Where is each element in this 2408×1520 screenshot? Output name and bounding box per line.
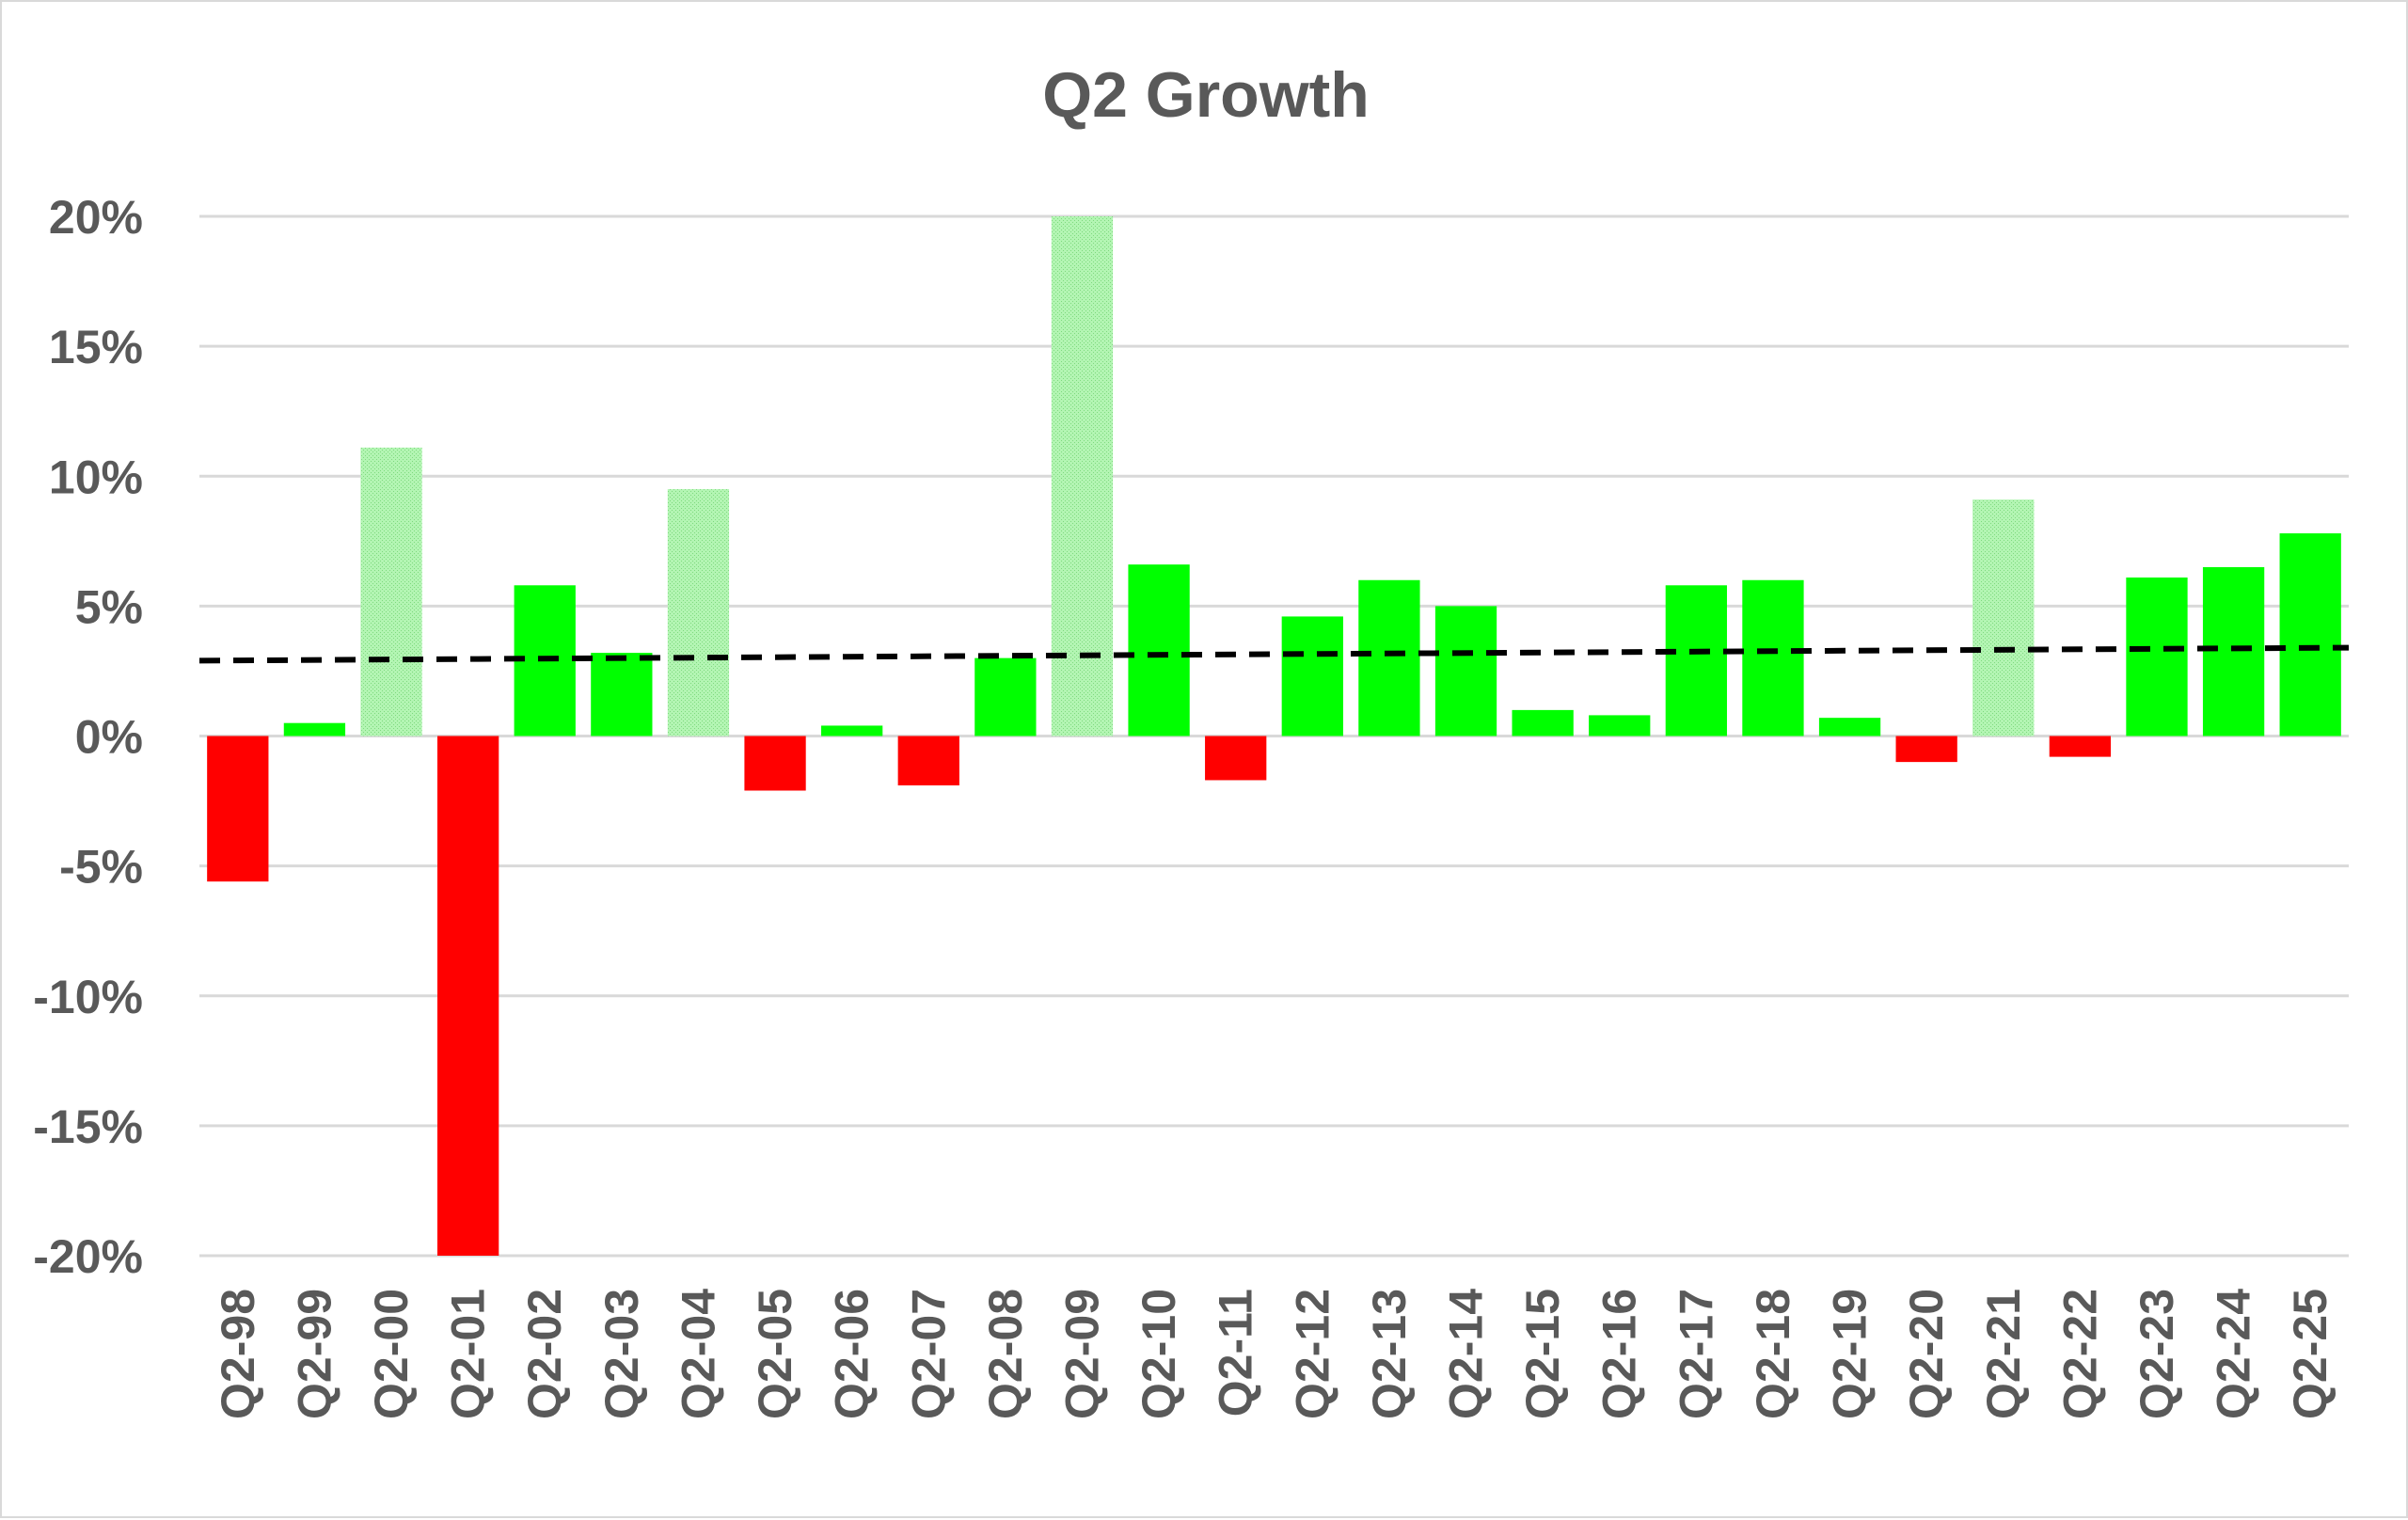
x-tick-label: Q2-00 bbox=[365, 1289, 418, 1419]
bar bbox=[1818, 718, 1881, 736]
x-tick-label: Q2-12 bbox=[1286, 1289, 1339, 1419]
bar bbox=[2126, 577, 2188, 736]
bar bbox=[436, 736, 499, 1256]
bar bbox=[1205, 736, 1267, 781]
bar bbox=[667, 489, 730, 736]
bar bbox=[2279, 533, 2341, 736]
x-tick-label: Q2-18 bbox=[1747, 1289, 1799, 1419]
x-tick-label: Q2-24 bbox=[2208, 1289, 2260, 1419]
bar bbox=[2049, 736, 2112, 757]
y-tick-label: -5% bbox=[59, 841, 143, 894]
bar bbox=[591, 653, 653, 736]
bar bbox=[1281, 616, 1343, 736]
bar bbox=[1512, 709, 1574, 736]
x-tick-label: Q2-11 bbox=[1210, 1289, 1262, 1417]
bars bbox=[207, 216, 2341, 1256]
y-tick-label: 10% bbox=[49, 451, 143, 503]
bar bbox=[974, 657, 1037, 736]
x-tick-label: Q2-21 bbox=[1977, 1289, 2030, 1419]
x-tick-label: Q2-20 bbox=[1900, 1289, 1953, 1419]
x-tick-label: Q2-02 bbox=[518, 1289, 571, 1419]
x-tick-label: Q2-07 bbox=[902, 1289, 955, 1419]
y-tick-label: 5% bbox=[75, 580, 143, 633]
bar bbox=[2202, 566, 2265, 736]
bar bbox=[1972, 499, 2035, 736]
x-tick-label: Q2-03 bbox=[595, 1289, 648, 1419]
trendline bbox=[198, 644, 2350, 664]
x-tick-label: Q2-01 bbox=[442, 1289, 495, 1419]
bar bbox=[1665, 585, 1727, 736]
x-tick-label: Q2-04 bbox=[672, 1289, 724, 1419]
x-tick-label: Q2-17 bbox=[1670, 1289, 1722, 1419]
x-axis-ticks: Q2-98 Q2-99 Q2-00 Q2-01 Q2-02 Q2-03 Q2-04 Q2-05… bbox=[212, 1289, 2337, 1419]
x-tick-label: Q2-10 bbox=[1133, 1289, 1185, 1419]
x-tick-label: Q2-06 bbox=[826, 1289, 879, 1419]
y-tick-label: 0% bbox=[75, 711, 143, 764]
x-tick-label: Q2-09 bbox=[1055, 1289, 1108, 1419]
bar bbox=[1128, 564, 1190, 736]
x-tick-label: Q2-23 bbox=[2131, 1289, 2183, 1419]
bar bbox=[1895, 736, 1957, 763]
y-axis-ticks: 20% 15% 10% 5% 0% -5% -10% -15% -20% bbox=[33, 191, 143, 1283]
bar bbox=[1589, 715, 1651, 736]
y-tick-label: 20% bbox=[49, 191, 143, 244]
bar bbox=[897, 736, 959, 785]
chart-title: Q2 Growth bbox=[1042, 59, 1370, 131]
trendline-group bbox=[198, 644, 2350, 664]
x-tick-label: Q2-99 bbox=[288, 1289, 341, 1419]
bar bbox=[821, 725, 883, 736]
y-tick-label: -10% bbox=[33, 971, 143, 1023]
x-tick-label: Q2-25 bbox=[2284, 1289, 2337, 1419]
bar bbox=[360, 447, 422, 736]
x-tick-label: Q2-13 bbox=[1363, 1289, 1416, 1419]
bar bbox=[1051, 216, 1114, 736]
bar bbox=[1358, 579, 1420, 736]
x-tick-label: Q2-15 bbox=[1516, 1289, 1569, 1419]
y-tick-label: -15% bbox=[33, 1100, 143, 1153]
bar bbox=[744, 736, 806, 791]
x-tick-label: Q2-22 bbox=[2053, 1289, 2106, 1419]
x-tick-label: Q2-19 bbox=[1824, 1289, 1877, 1419]
y-tick-label: -20% bbox=[33, 1230, 143, 1283]
bar bbox=[1742, 579, 1804, 736]
x-tick-label: Q2-16 bbox=[1593, 1289, 1646, 1419]
x-tick-label: Q2-05 bbox=[749, 1289, 801, 1419]
x-tick-label: Q2-98 bbox=[212, 1289, 264, 1419]
y-tick-label: 15% bbox=[49, 321, 143, 373]
x-tick-label: Q2-08 bbox=[979, 1289, 1032, 1419]
bar bbox=[1434, 606, 1497, 736]
bar bbox=[207, 736, 269, 882]
bar bbox=[283, 722, 346, 736]
x-tick-label: Q2-14 bbox=[1440, 1289, 1493, 1419]
